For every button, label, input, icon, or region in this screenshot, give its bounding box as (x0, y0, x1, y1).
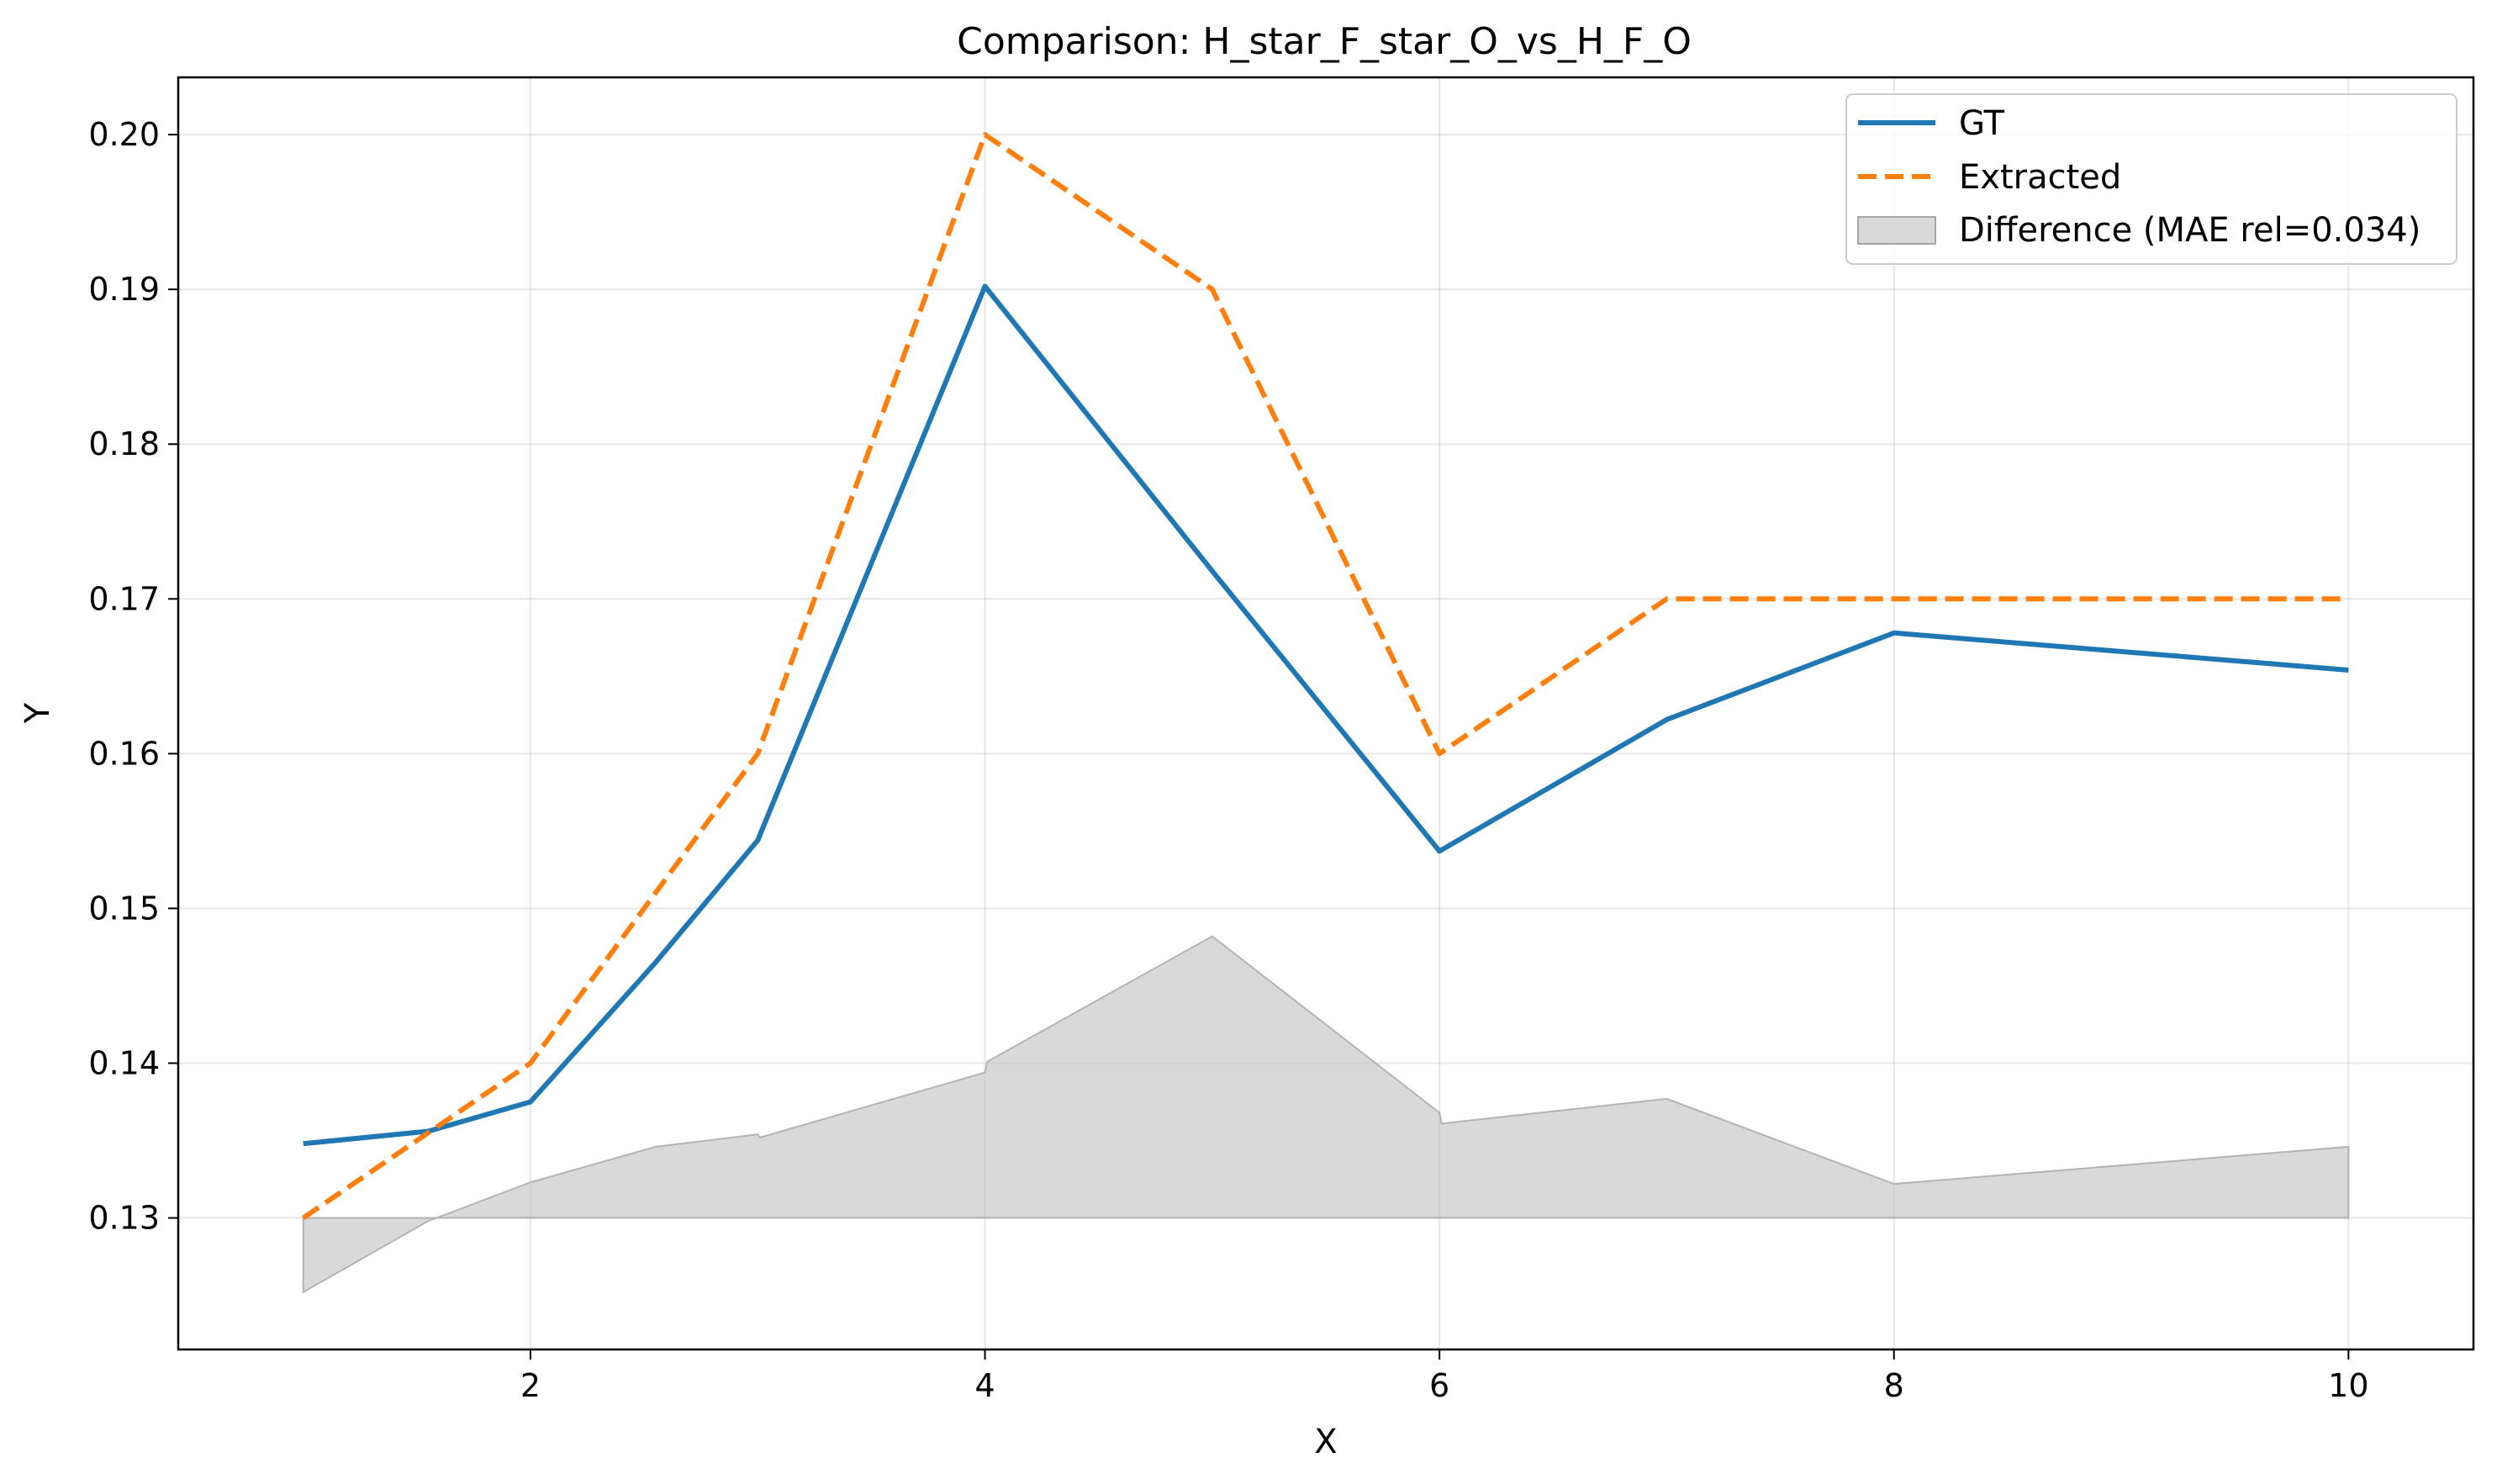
difference-fill-layer (302, 935, 2350, 1294)
legend-box (1845, 93, 2457, 265)
gt-series-line (303, 283, 2349, 1147)
plot-area: 2 4 6 8 10 0.13 0.14 0.15 0.16 0.17 0.18 0.19 0.20 (88, 76, 2475, 1404)
y-tick-label: 0.15 (88, 890, 160, 927)
legend-label-gt: GT (1959, 104, 2005, 143)
legend: GT Extracted Difference (MAE rel=0.034) (1845, 93, 2457, 265)
chart-title: Comparison: H_star_F_star_O_vs_H_F_O (957, 20, 1692, 63)
y-tick-label: 0.17 (88, 580, 160, 617)
axes-frame (177, 76, 2475, 1351)
difference-area (302, 935, 2350, 1294)
y-axis-ticks: 0.13 0.14 0.15 0.16 0.17 0.18 0.19 0.20 (88, 116, 178, 1237)
x-axis-label: X (1314, 1423, 1337, 1461)
x-tick-label: 8 (1884, 1367, 1904, 1404)
x-axis-ticks: 2 4 6 8 10 (520, 1349, 2369, 1404)
y-tick-label: 0.18 (88, 425, 160, 462)
y-tick-label: 0.14 (88, 1044, 160, 1081)
x-tick-label: 6 (1429, 1367, 1449, 1404)
legend-label-difference: Difference (MAE rel=0.034) (1959, 211, 2420, 250)
y-tick-label: 0.16 (88, 735, 160, 772)
x-tick-label: 2 (520, 1367, 541, 1404)
series-line-layer (301, 132, 2349, 1221)
legend-swatch-difference (1857, 216, 1936, 245)
x-tick-label: 4 (974, 1367, 995, 1404)
x-tick-label: 10 (2328, 1367, 2368, 1404)
extracted-series-line (301, 132, 2349, 1221)
legend-label-extracted: Extracted (1959, 158, 2121, 197)
y-tick-label: 0.13 (88, 1200, 160, 1237)
y-tick-label: 0.19 (88, 271, 160, 308)
y-axis-label: Y (18, 702, 57, 724)
y-tick-label: 0.20 (88, 116, 160, 153)
